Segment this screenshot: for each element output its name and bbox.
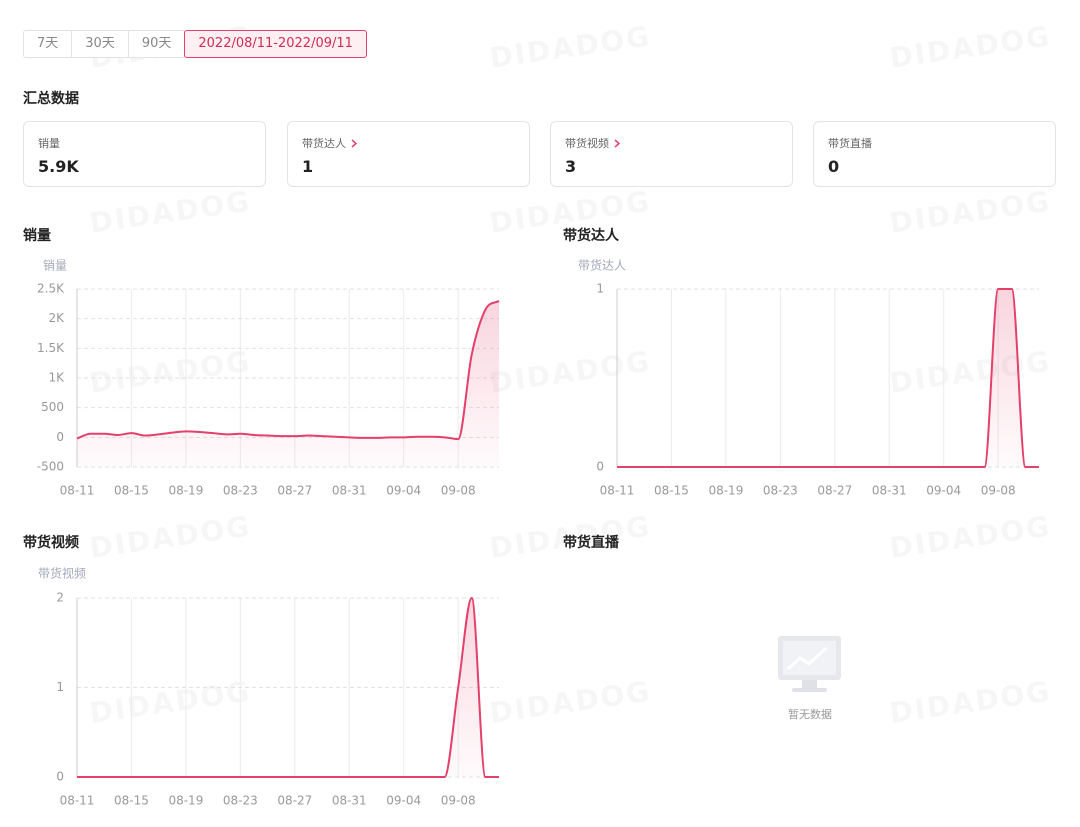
section-title: 汇总数据 bbox=[23, 91, 79, 107]
y-tick-label: 1K bbox=[48, 371, 65, 385]
x-tick-label: 08-11 bbox=[600, 484, 635, 498]
x-tick-label: 09-08 bbox=[441, 794, 476, 808]
y-tick-label: 2K bbox=[48, 311, 65, 325]
chart-title: 带货视频 bbox=[23, 534, 79, 551]
line bbox=[616, 288, 1039, 469]
card-label: 带货直播 bbox=[828, 135, 872, 151]
y-tick-label: 0 bbox=[56, 770, 64, 784]
y-tick-label: 0 bbox=[56, 430, 64, 444]
date-tab[interactable]: 30天 bbox=[71, 30, 129, 58]
card-label[interactable]: 带货达人 bbox=[302, 135, 357, 151]
date-tabs: 7天 30天 90天 2022/08/11-2022/09/11 bbox=[23, 30, 367, 58]
y-tick-label: 0 bbox=[596, 460, 604, 474]
x-tick-label: 08-23 bbox=[223, 484, 258, 498]
y-axis-name: 带货达人 bbox=[578, 258, 626, 273]
monitor-neck bbox=[802, 680, 817, 688]
y-axis-name: 销量 bbox=[43, 259, 67, 273]
watermark: DIDADOG bbox=[487, 345, 653, 400]
y-tick-label: 500 bbox=[41, 400, 64, 414]
chart-title: 销量 bbox=[23, 227, 51, 244]
x-tick-label: 08-27 bbox=[817, 484, 852, 498]
x-tick-label: 09-04 bbox=[926, 484, 961, 498]
y-tick-label: 2 bbox=[56, 591, 64, 605]
watermark: DIDADOG bbox=[887, 510, 1053, 565]
area bbox=[77, 598, 499, 777]
x-tick-label: 08-11 bbox=[60, 794, 95, 808]
x-tick-label: 08-19 bbox=[708, 484, 743, 498]
y-tick-label: 1 bbox=[596, 282, 604, 296]
summary-card: 销量 5.9K bbox=[23, 121, 266, 187]
card-value: 1 bbox=[302, 157, 314, 176]
chart-title: 带货直播 bbox=[563, 534, 620, 551]
monitor-inner bbox=[783, 641, 836, 675]
watermark: DIDADOG bbox=[887, 345, 1053, 400]
monitor-line bbox=[786, 646, 828, 671]
summary-card[interactable]: 带货达人 1 bbox=[287, 121, 530, 187]
line bbox=[77, 596, 499, 778]
empty-message: 暂无数据 bbox=[788, 707, 832, 721]
card-value: 3 bbox=[565, 157, 577, 176]
y-tick-label: -500 bbox=[37, 460, 64, 474]
chevron[interactable] bbox=[351, 138, 357, 148]
summary-card: 带货直播 0 bbox=[813, 121, 1056, 187]
line bbox=[76, 299, 500, 441]
x-tick-label: 08-31 bbox=[332, 794, 367, 808]
watermark: DIDADOG bbox=[87, 185, 253, 240]
card-value: 0 bbox=[828, 157, 840, 176]
watermark: DIDADOG bbox=[887, 185, 1053, 240]
x-tick-label: 09-08 bbox=[441, 484, 476, 498]
x-tick-label: 08-11 bbox=[60, 484, 95, 498]
x-tick-label: 08-23 bbox=[763, 484, 798, 498]
date-tab[interactable]: 2022/08/11-2022/09/11 bbox=[184, 30, 367, 58]
x-tick-label: 08-15 bbox=[114, 794, 149, 808]
chevron-icon[interactable] bbox=[614, 138, 620, 148]
x-tick-label: 09-08 bbox=[981, 484, 1016, 498]
card-label-text[interactable]: 带货视频 bbox=[565, 137, 609, 150]
y-tick-label: 1 bbox=[56, 680, 64, 694]
card-label: 销量 bbox=[38, 135, 60, 151]
x-tick-label: 08-19 bbox=[168, 794, 203, 808]
x-tick-label: 08-31 bbox=[332, 484, 367, 498]
watermark: DIDADOG bbox=[887, 675, 1053, 730]
x-tick-label: 08-27 bbox=[277, 484, 312, 498]
y-axis-name: 带货视频 bbox=[38, 566, 86, 581]
chart-title: 带货达人 bbox=[563, 227, 620, 244]
empty-icon bbox=[778, 636, 841, 692]
watermark: DIDADOG bbox=[487, 675, 653, 730]
card-label-text[interactable]: 带货达人 bbox=[302, 137, 346, 150]
watermark: DIDADOG bbox=[887, 20, 1053, 75]
watermark: DIDADOG bbox=[487, 20, 653, 75]
card-label-text: 带货直播 bbox=[828, 137, 872, 150]
area bbox=[77, 300, 499, 467]
watermark: DIDADOG bbox=[87, 510, 253, 565]
x-tick-label: 09-04 bbox=[386, 794, 421, 808]
x-tick-label: 08-31 bbox=[872, 484, 907, 498]
date-tab[interactable]: 90天 bbox=[127, 30, 186, 58]
y-tick-label: 2.5K bbox=[37, 282, 65, 296]
chevron-icon[interactable] bbox=[351, 138, 357, 148]
x-tick-label: 08-23 bbox=[223, 794, 258, 808]
summary-card[interactable]: 带货视频 3 bbox=[550, 121, 793, 187]
y-tick-label: 1.5K bbox=[37, 341, 65, 355]
monitor-stand bbox=[792, 688, 827, 692]
card-label[interactable]: 带货视频 bbox=[565, 135, 620, 151]
card-value: 5.9K bbox=[38, 157, 79, 176]
x-tick-label: 08-27 bbox=[277, 794, 312, 808]
chevron[interactable] bbox=[614, 138, 620, 148]
x-tick-label: 09-04 bbox=[386, 484, 421, 498]
watermark: DIDADOG bbox=[87, 675, 253, 730]
area bbox=[617, 289, 1039, 467]
date-tab[interactable]: 7天 bbox=[23, 30, 73, 58]
x-tick-label: 08-19 bbox=[168, 484, 203, 498]
x-tick-label: 08-15 bbox=[654, 484, 689, 498]
x-tick-label: 08-15 bbox=[114, 484, 149, 498]
watermark: DIDADOG bbox=[87, 345, 253, 400]
card-label-text: 销量 bbox=[38, 137, 60, 150]
